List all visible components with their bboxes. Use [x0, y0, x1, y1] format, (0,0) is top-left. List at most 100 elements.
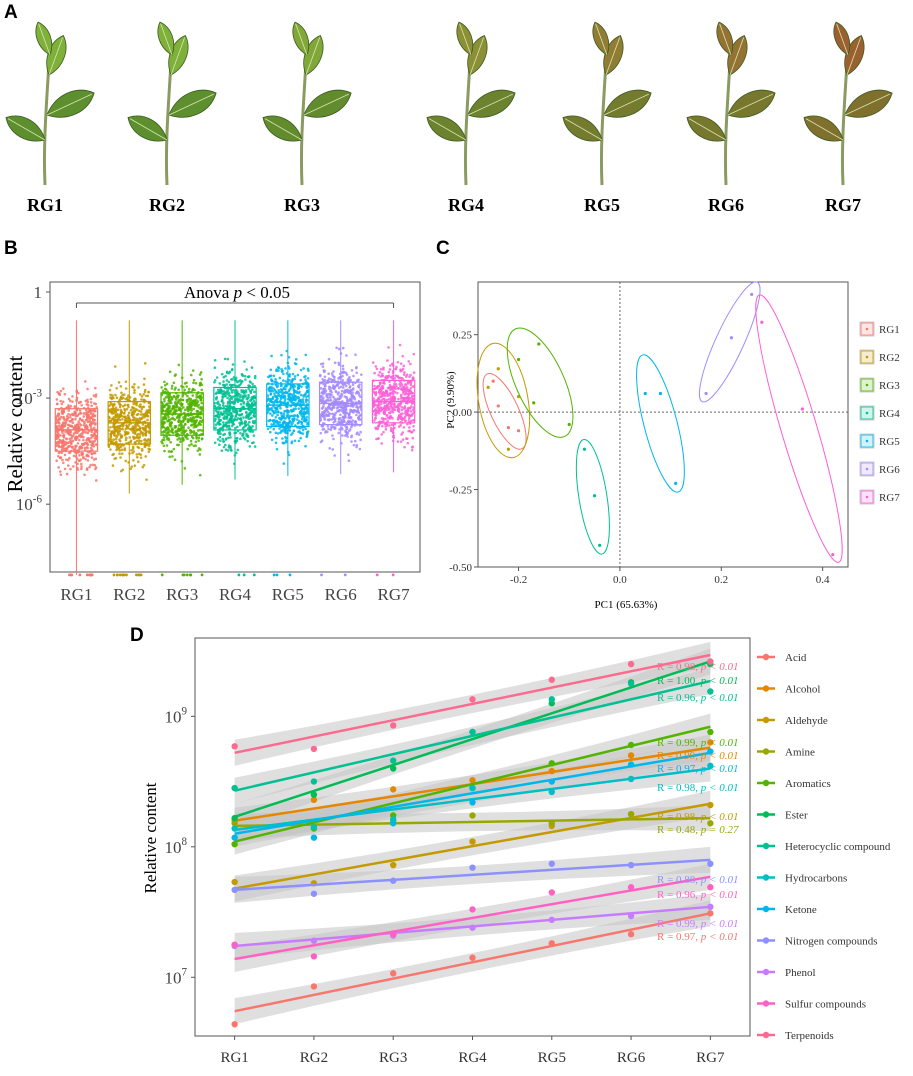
d-point	[707, 688, 714, 695]
d-point	[469, 799, 476, 806]
d-r-label: R = 0.48, p = 0.27	[657, 824, 739, 836]
d-point	[627, 741, 635, 749]
leaf-vein	[129, 118, 168, 141]
b-xtick-label: RG6	[325, 585, 357, 604]
d-r-label: R = 0.98, p < 0.01	[657, 661, 738, 673]
c-point	[729, 336, 734, 340]
d-point	[627, 752, 635, 759]
d-point	[390, 861, 397, 869]
c-series-rg5	[636, 354, 685, 493]
d-point	[390, 970, 397, 977]
d-legend-label: Phenol	[785, 967, 816, 979]
d-point	[310, 745, 318, 753]
d-r-label: R = 0.99, p < 0.01	[657, 750, 738, 762]
d-point	[627, 931, 635, 938]
c-ellipse	[575, 438, 610, 555]
leaf-vein	[295, 23, 308, 56]
b-annotation: Anova p < 0.05	[184, 283, 290, 302]
d-series-acid	[231, 910, 714, 1028]
leaf-sprig	[262, 21, 352, 186]
c-point	[532, 401, 536, 405]
boxplot-chart-b: Relative content Anova p < 0.05 1 10-3 10-…	[3, 281, 421, 604]
c-ytick-label: 0.25	[453, 330, 473, 342]
d-legend-label: Aldehyde	[785, 715, 828, 727]
leaf-vein	[605, 37, 621, 76]
d-legend-label: Amine	[785, 747, 815, 759]
leaf-vein	[428, 118, 467, 141]
b-xtick-label: RG2	[113, 585, 145, 604]
leaf-vein	[564, 118, 603, 141]
leaf-vein	[170, 37, 186, 76]
c-xtick-label: 0.0	[613, 574, 627, 586]
c-point	[506, 447, 511, 451]
leaf-vein	[168, 93, 214, 116]
d-point	[310, 983, 318, 990]
b-ytick-label: 10-6	[16, 494, 43, 515]
c-legend-dot	[865, 411, 869, 415]
d-legend-label: Nitrogen compounds	[785, 936, 878, 948]
b-ylabel: Relative content	[3, 355, 27, 492]
b-group-rg7	[371, 320, 416, 577]
d-legend-label: Heterocyclic compound	[785, 841, 891, 853]
leaf-photos	[5, 21, 893, 186]
d-series-terpenoids	[231, 653, 714, 755]
d-point	[707, 903, 714, 911]
b-xtick-label: RG5	[272, 585, 304, 604]
d-point	[627, 912, 635, 920]
b-group-rg2	[107, 320, 152, 577]
d-point	[310, 791, 318, 798]
c-legend-dot	[865, 467, 869, 471]
d-legend-dot	[762, 685, 770, 692]
d-legend-label: Hydrocarbons	[785, 873, 847, 885]
leaf-vein	[467, 93, 513, 116]
c-point	[496, 367, 500, 371]
d-xtick-label: RG2	[300, 1050, 328, 1066]
d-point	[390, 786, 397, 793]
d-point	[310, 937, 318, 944]
d-r-label: R = 0.99, p < 0.01	[657, 737, 738, 749]
d-point	[707, 658, 714, 665]
d-legend-dot	[762, 811, 770, 818]
c-ellipse	[636, 354, 685, 493]
c-series-rg2	[476, 342, 531, 459]
pca-chart-c: PC1 (65.63%) PC2 (9.90%) -0.2 0.0 0.2 0.4 0.…	[445, 281, 900, 611]
c-point	[582, 447, 587, 451]
c-ylabel: PC2 (9.90%)	[445, 371, 457, 429]
d-fit-line	[234, 802, 711, 890]
leaf-label-rg3: RG3	[284, 195, 320, 215]
d-point	[469, 954, 476, 961]
d-point	[231, 834, 238, 841]
d-point	[310, 824, 318, 831]
b-plot-frame	[49, 281, 421, 573]
leaf-vein	[836, 23, 849, 56]
leaf-vein	[38, 23, 51, 56]
d-point	[707, 748, 714, 755]
leaf-vein	[846, 37, 862, 76]
d-series-ketone	[231, 748, 714, 841]
d-ylabel: Relative content	[141, 782, 160, 893]
regression-chart-d: Relative content 109 108 107 RG1 RG2 RG3 RG4 RG…	[141, 637, 891, 1066]
d-series-sulfur-compounds	[231, 875, 714, 961]
leaf-vein	[688, 118, 727, 141]
leaf-label-rg4: RG4	[448, 195, 484, 215]
d-legend-dot	[762, 1031, 770, 1039]
d-fit-line	[234, 660, 711, 818]
leaf-vein	[303, 93, 349, 116]
c-xtick-label: 0.2	[714, 574, 728, 586]
leaf-vein	[305, 37, 321, 76]
d-point	[390, 765, 397, 772]
leaf-label-rg1: RG1	[27, 195, 63, 215]
d-point	[469, 696, 476, 703]
b-ytick-label: 10-3	[16, 387, 43, 408]
d-legend-label: Alcohol	[785, 684, 820, 696]
d-series-heterocyclic-compound	[231, 679, 714, 792]
d-legend-dot	[762, 716, 770, 724]
d-point	[469, 728, 476, 736]
leaf-sprig	[5, 21, 95, 186]
d-point	[469, 777, 476, 784]
d-point	[548, 788, 555, 796]
c-point	[658, 391, 663, 396]
d-fit-line	[234, 653, 711, 755]
c-point	[704, 391, 708, 396]
leaf-label-rg5: RG5	[584, 195, 620, 215]
